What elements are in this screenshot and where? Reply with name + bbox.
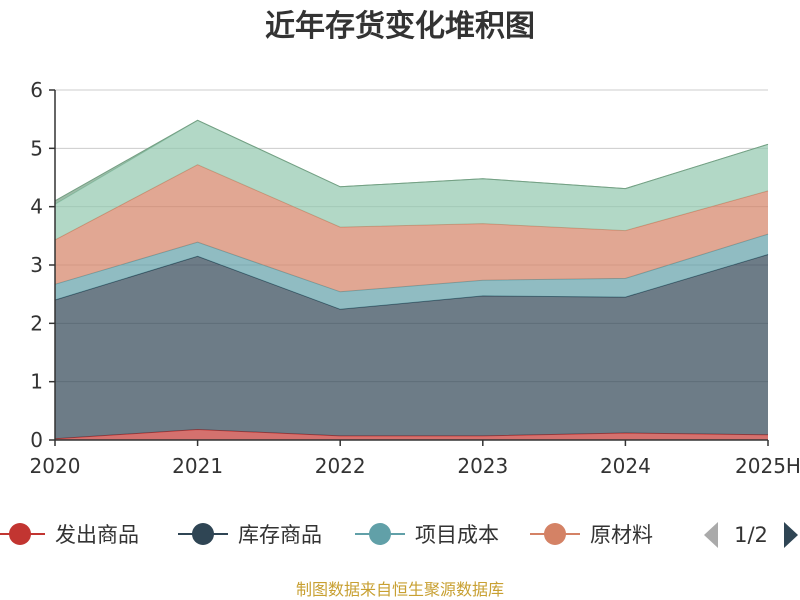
area-series-1 (55, 254, 768, 439)
area-series-2 (55, 234, 768, 310)
area-line-5 (54, 119, 769, 202)
legend-label: 库存商品 (238, 523, 322, 547)
y-tick-label: 3 (30, 253, 43, 277)
legend-marker (369, 523, 391, 545)
x-tick-label: 2025H (735, 454, 800, 478)
legend: 发出商品 库存商品 项目成本 原材料 (0, 523, 653, 547)
area-series-4 (55, 120, 768, 240)
y-tick-label: 4 (30, 195, 43, 219)
legend-pager: 1/2 (704, 522, 798, 548)
x-tick-label: 2021 (172, 454, 223, 478)
axes (49, 89, 769, 446)
legend-prev-icon[interactable] (704, 522, 718, 548)
chart-title: 近年存货变化堆积图 (265, 9, 535, 44)
legend-next-icon[interactable] (784, 522, 798, 548)
data-source-footer: 制图数据来自恒生聚源数据库 (296, 580, 504, 599)
y-tick-label: 0 (30, 428, 43, 452)
area-series-3 (55, 164, 768, 292)
legend-item[interactable]: 库存商品 (178, 523, 322, 547)
legend-label: 项目成本 (415, 523, 499, 547)
x-tick-label: 2020 (30, 454, 81, 478)
y-tick-label: 5 (30, 136, 43, 160)
area-series-0 (55, 429, 768, 440)
legend-marker (544, 523, 566, 545)
legend-marker (192, 523, 214, 545)
legend-item[interactable]: 原材料 (530, 523, 653, 547)
legend-label: 发出商品 (55, 523, 139, 547)
x-tick-label: 2024 (600, 454, 651, 478)
y-tick-label: 1 (30, 370, 43, 394)
x-tick-label: 2022 (315, 454, 366, 478)
y-tick-label: 2 (30, 311, 43, 335)
legend-label: 原材料 (590, 523, 653, 547)
legend-marker (9, 523, 31, 545)
y-tick-label: 6 (30, 78, 43, 102)
series-areas (54, 119, 769, 440)
legend-item[interactable]: 项目成本 (355, 523, 499, 547)
x-tick-labels: 2020 2021 2022 2023 2024 2025H (30, 454, 800, 478)
legend-page-indicator: 1/2 (734, 523, 768, 547)
y-tick-labels: 0 1 2 3 4 5 6 (30, 78, 43, 452)
legend-item[interactable]: 发出商品 (0, 523, 139, 547)
x-tick-label: 2023 (457, 454, 508, 478)
